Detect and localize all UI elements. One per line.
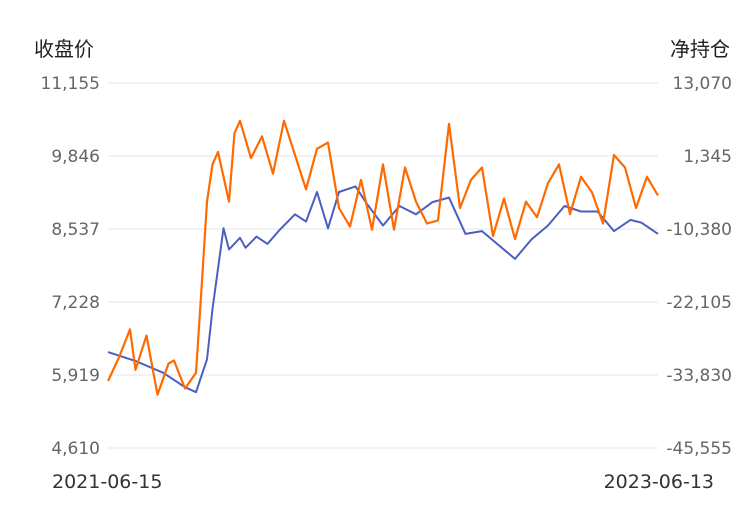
left-tick-label: 7,228 [51, 293, 100, 313]
series-line-left-axis [107, 185, 659, 394]
right-axis-ticks: 13,070 1,345 -10,380 -22,105 -33,830 -45,555 [666, 74, 732, 459]
gridlines [108, 82, 658, 449]
right-tick-label: -45,555 [666, 439, 732, 459]
right-tick-label: 1,345 [683, 147, 732, 167]
series-line-right-axis [107, 119, 659, 396]
right-tick-label: -22,105 [666, 293, 732, 313]
left-tick-label: 8,537 [51, 220, 100, 240]
left-axis-ticks: 11,155 9,846 8,537 7,228 5,919 4,610 [41, 74, 100, 459]
left-tick-label: 5,919 [51, 366, 100, 386]
right-tick-label: 13,070 [673, 74, 732, 94]
left-tick-label: 11,155 [41, 74, 100, 94]
left-tick-label: 9,846 [51, 147, 100, 167]
left-tick-label: 4,610 [51, 439, 100, 459]
right-tick-label: -10,380 [666, 220, 732, 240]
x-tick-label-end: 2023-06-13 [604, 471, 714, 493]
left-axis-title: 收盘价 [34, 37, 94, 61]
series-lines [107, 119, 659, 396]
right-tick-label: -33,830 [666, 366, 732, 386]
right-axis-title: 净持仓 [670, 37, 730, 61]
x-tick-label-start: 2021-06-15 [52, 471, 162, 493]
